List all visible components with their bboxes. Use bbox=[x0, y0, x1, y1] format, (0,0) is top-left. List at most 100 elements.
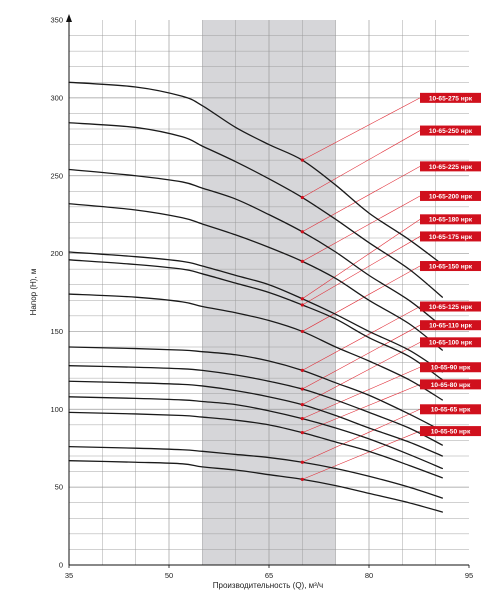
series-label-text: 10-65-80 нрк bbox=[431, 382, 471, 389]
series-label-text: 10-65-200 нрк bbox=[429, 193, 473, 200]
curve-10-65-90-нрк bbox=[68, 396, 443, 470]
curve-10-65-110-нрк bbox=[68, 365, 443, 446]
duty-point-marker bbox=[300, 477, 304, 481]
y-tick-label: 350 bbox=[50, 16, 63, 25]
series-label: 10-65-150 нрк bbox=[420, 261, 481, 272]
series-label-text: 10-65-175 нрк bbox=[429, 234, 473, 241]
curve-10-65-150-нрк bbox=[68, 293, 443, 401]
series-label-box bbox=[420, 161, 481, 172]
curve-10-65-65-нрк bbox=[68, 446, 443, 499]
series-label-box bbox=[420, 426, 481, 437]
leader-line bbox=[302, 265, 421, 332]
leader-line bbox=[302, 219, 421, 299]
leader-line bbox=[302, 342, 421, 405]
y-tick-label: 300 bbox=[50, 93, 63, 102]
x-tick-label: 50 bbox=[165, 571, 173, 580]
series-label: 10-65-175 нрк bbox=[420, 231, 481, 242]
curve-10-65-200-нрк bbox=[68, 203, 443, 351]
leader-line bbox=[302, 195, 421, 262]
x-tick-label: 65 bbox=[265, 571, 273, 580]
duty-point-marker bbox=[300, 368, 304, 372]
series-label: 10-65-275 нрк bbox=[420, 92, 481, 103]
series-label: 10-65-225 нрк bbox=[420, 161, 481, 172]
duty-point-marker bbox=[300, 297, 304, 301]
x-tick-label: 80 bbox=[365, 571, 373, 580]
series-labels: 10-65-275 нрк 10-65-250 нрк 10-65-225 нрк 1… bbox=[420, 92, 481, 437]
duty-point-marker bbox=[300, 259, 304, 263]
series-label: 10-65-125 нрк bbox=[420, 301, 481, 312]
series-label: 10-65-80 нрк bbox=[420, 379, 481, 390]
series-label-box bbox=[420, 379, 481, 390]
y-tick-label: 250 bbox=[50, 171, 63, 180]
series-label-box bbox=[420, 231, 481, 242]
series-label-text: 10-65-100 нрк bbox=[429, 340, 473, 347]
series-label-box bbox=[420, 261, 481, 272]
duty-point-marker bbox=[300, 303, 304, 307]
duty-point-marker bbox=[300, 460, 304, 464]
series-label-box bbox=[420, 404, 481, 415]
y-tick-label: 0 bbox=[59, 561, 63, 570]
series-label-text: 10-65-250 нрк bbox=[429, 128, 473, 135]
series-label: 10-65-90 нрк bbox=[420, 362, 481, 373]
curve-10-65-125-нрк bbox=[68, 346, 443, 432]
leader-line bbox=[302, 306, 421, 371]
duty-point-marker bbox=[300, 230, 304, 234]
y-tick-label: 50 bbox=[55, 483, 63, 492]
duty-point-marker bbox=[300, 403, 304, 407]
series-label-box bbox=[420, 320, 481, 331]
y-axis-arrow bbox=[66, 14, 72, 22]
series-label-text: 10-65-90 нрк bbox=[431, 365, 471, 372]
duty-point-marker bbox=[300, 387, 304, 391]
series-label: 10-65-180 нрк bbox=[420, 214, 481, 225]
y-tick-label: 200 bbox=[50, 249, 63, 258]
duty-point-marker bbox=[300, 431, 304, 435]
x-axis-title: Производительность (Q), м³/ч bbox=[213, 581, 323, 590]
leader-line bbox=[302, 166, 421, 233]
duty-point-marker bbox=[300, 195, 304, 200]
series-label-box bbox=[420, 190, 481, 201]
series-label-text: 10-65-275 нрк bbox=[429, 95, 473, 102]
series-label-text: 10-65-225 нрк bbox=[429, 164, 473, 171]
x-tick-label: 35 bbox=[65, 571, 73, 580]
series-label-text: 10-65-125 нрк bbox=[429, 304, 473, 311]
y-tick-label: 150 bbox=[50, 327, 63, 336]
x-tick-label: 95 bbox=[465, 571, 473, 580]
series-label-box bbox=[420, 125, 481, 136]
curve-10-65-50-нрк bbox=[68, 460, 443, 513]
series-label-box bbox=[420, 214, 481, 225]
tick-labels: 35 50 65 80 95 0 50 100 150 200 250 300 350 bbox=[50, 16, 473, 580]
curve-10-65-100-нрк bbox=[68, 380, 443, 457]
curve-10-65-180-нрк bbox=[68, 251, 443, 373]
series-label: 10-65-110 нрк bbox=[420, 320, 481, 331]
series-label: 10-65-65 нрк bbox=[420, 404, 481, 415]
series-label-box bbox=[420, 301, 481, 312]
series-label: 10-65-50 нрк bbox=[420, 426, 481, 437]
duty-point-markers bbox=[300, 158, 304, 481]
leader-line bbox=[302, 130, 421, 198]
series-label: 10-65-100 нрк bbox=[420, 337, 481, 348]
series-label-box bbox=[420, 362, 481, 373]
y-axis-title: Напор (H), м bbox=[29, 269, 38, 316]
curve-10-65-175-нрк bbox=[68, 259, 443, 381]
series-label-text: 10-65-110 нрк bbox=[429, 323, 473, 330]
series-label: 10-65-250 нрк bbox=[420, 125, 481, 136]
duty-point-marker bbox=[300, 158, 304, 162]
duty-point-marker bbox=[300, 417, 304, 421]
curve-10-65-225-нрк bbox=[68, 168, 443, 328]
series-label-text: 10-65-180 нрк bbox=[429, 217, 473, 224]
curve-10-65-80-нрк bbox=[68, 411, 443, 479]
duty-point-marker bbox=[300, 329, 304, 334]
series-label-text: 10-65-65 нрк bbox=[431, 407, 471, 414]
y-tick-label: 100 bbox=[50, 405, 63, 414]
series-label-text: 10-65-150 нрк bbox=[429, 263, 473, 270]
series-label-box bbox=[420, 337, 481, 348]
series-label: 10-65-200 нрк bbox=[420, 190, 481, 201]
curve-10-65-275-нрк bbox=[68, 81, 443, 266]
curve-10-65-250-нрк bbox=[68, 122, 443, 298]
curves bbox=[68, 81, 443, 513]
series-label-text: 10-65-50 нрк bbox=[431, 428, 471, 435]
series-label-box bbox=[420, 92, 481, 103]
leader-line bbox=[302, 97, 421, 161]
